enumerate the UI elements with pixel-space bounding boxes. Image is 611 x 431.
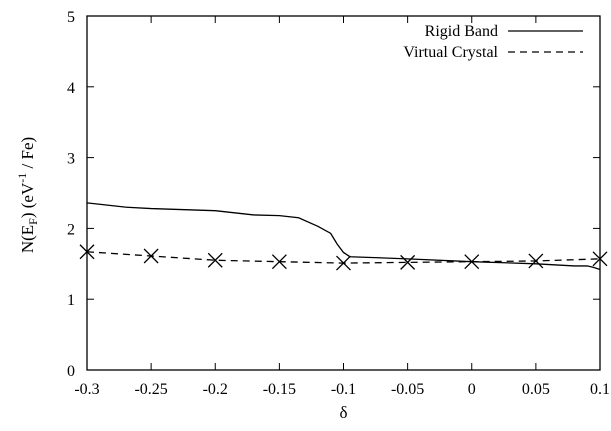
y-tick-label: 3 xyxy=(67,151,75,168)
y-tick-label: 1 xyxy=(67,292,75,309)
virtual-crystal-marker xyxy=(207,252,223,268)
x-tick-label: -0.2 xyxy=(203,381,228,398)
y-tick-label: 5 xyxy=(67,9,75,26)
axis-ticks xyxy=(86,15,601,371)
virtual-crystal-marker xyxy=(271,254,287,270)
legend-label: Rigid Band xyxy=(425,23,498,40)
y-axis-label-post: / Fe) xyxy=(18,137,37,173)
virtual-crystal-marker xyxy=(528,253,544,269)
x-tick-label: 0.1 xyxy=(590,381,610,398)
series-layer xyxy=(79,202,608,271)
x-tick-label: -0.05 xyxy=(391,381,424,398)
x-tick-label: -0.15 xyxy=(263,381,296,398)
x-tick-label: -0.25 xyxy=(134,381,167,398)
y-axis-label-pre: N(E xyxy=(18,225,37,253)
virtual-crystal-marker xyxy=(143,248,159,264)
virtual-crystal-marker xyxy=(336,255,351,271)
y-tick-labels: 0 1 2 3 4 5 xyxy=(67,9,75,380)
virtual-crystal-marker xyxy=(400,254,416,270)
rigid-band-line xyxy=(86,202,601,271)
x-tick-label: 0.05 xyxy=(522,381,550,398)
y-axis-label: N(EF) (eV-1 / Fe) xyxy=(15,137,40,253)
y-tick-label: 0 xyxy=(67,363,75,380)
legend-label: Virtual Crystal xyxy=(403,44,498,61)
y-axis-label-sub: F xyxy=(26,218,40,225)
x-axis-label: δ xyxy=(339,403,347,422)
legend: Rigid Band Virtual Crystal xyxy=(403,23,583,61)
virtual-crystal-line xyxy=(86,251,601,264)
x-tick-label: -0.1 xyxy=(331,381,356,398)
plot-frame xyxy=(86,15,601,371)
x-tick-label: 0 xyxy=(468,381,476,398)
y-axis-label-sup: -1 xyxy=(15,173,29,183)
y-axis-label-mid: ) (eV xyxy=(18,182,37,218)
virtual-crystal-marker xyxy=(464,254,480,270)
y-tick-label: 4 xyxy=(67,80,75,97)
x-tick-labels: -0.3 -0.25 -0.2 -0.15 -0.1 -0.05 0 0.05 0.1 xyxy=(74,381,610,398)
y-tick-label: 2 xyxy=(67,221,75,238)
x-tick-label: -0.3 xyxy=(74,381,99,398)
